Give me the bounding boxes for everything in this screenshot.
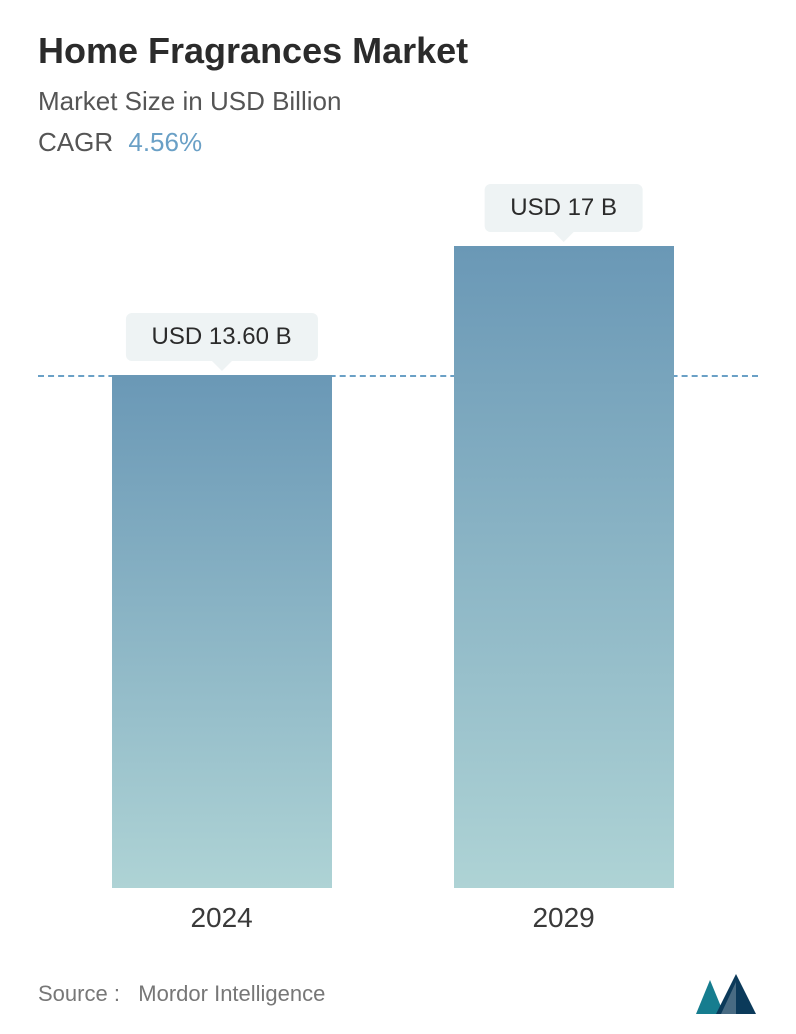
cagr-value: 4.56% [128,127,202,157]
brand-logo-icon [696,974,758,1014]
chart-container: Home Fragrances Market Market Size in US… [0,0,796,1034]
page-title: Home Fragrances Market [38,30,758,72]
source-label: Source : [38,981,120,1006]
cagr-row: CAGR 4.56% [38,127,758,158]
subtitle: Market Size in USD Billion [38,86,758,117]
source-text: Source : Mordor Intelligence [38,981,325,1007]
x-label-2029: 2029 [532,902,594,934]
footer: Source : Mordor Intelligence [38,968,758,1014]
source-name: Mordor Intelligence [138,981,325,1006]
x-label-2024: 2024 [190,902,252,934]
bar-2024: USD 13.60 B [112,375,332,888]
x-axis-labels: 2024 2029 [38,888,758,944]
bar-2029: USD 17 B [454,246,674,888]
chart-area: USD 13.60 B USD 17 B 2024 2029 [38,198,758,960]
plot: USD 13.60 B USD 17 B [38,198,758,888]
value-badge: USD 13.60 B [126,313,318,361]
bar-fill [454,246,674,888]
cagr-label: CAGR [38,127,113,157]
bar-fill [112,375,332,888]
value-badge: USD 17 B [484,184,643,232]
